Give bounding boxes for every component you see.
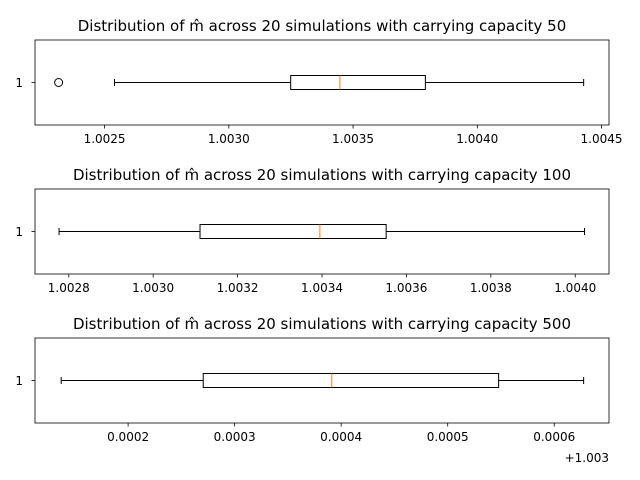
y-tick-label: 1 — [15, 374, 23, 388]
chart-title: Distribution of m̂ across 20 simulations… — [73, 166, 571, 184]
x-offset-label: +1.003 — [565, 451, 609, 465]
x-tick-label: 1.0045 — [581, 132, 623, 146]
iqr-box — [199, 224, 387, 239]
y-tick-label: 1 — [15, 225, 23, 239]
x-tick-label: 1.0030 — [208, 132, 250, 146]
subplot-capacity-100: Distribution of m̂ across 20 simulations… — [15, 166, 610, 295]
x-tick-label: 1.0040 — [554, 281, 596, 295]
x-tick-label: 1.0035 — [332, 132, 374, 146]
subplot-capacity-500: Distribution of m̂ across 20 simulations… — [15, 315, 610, 465]
chart-title: Distribution of m̂ across 20 simulations… — [78, 17, 567, 35]
x-tick-label: 1.0040 — [456, 132, 498, 146]
iqr-box — [290, 75, 426, 90]
iqr-box — [202, 373, 500, 388]
x-tick-label: 1.0038 — [470, 281, 512, 295]
x-tick-label: 1.0036 — [385, 281, 427, 295]
x-tick-label: 1.0030 — [132, 281, 174, 295]
x-tick-label: 1.0025 — [84, 132, 126, 146]
subplot-capacity-50: Distribution of m̂ across 20 simulations… — [15, 17, 622, 146]
x-tick-label: 0.0002 — [107, 430, 149, 444]
x-tick-label: 0.0003 — [214, 430, 256, 444]
x-tick-label: 0.0005 — [427, 430, 469, 444]
x-tick-label: 0.0004 — [320, 430, 362, 444]
y-tick-label: 1 — [15, 76, 23, 90]
x-tick-label: 1.0034 — [301, 281, 343, 295]
chart-title: Distribution of m̂ across 20 simulations… — [73, 315, 571, 333]
x-tick-label: 1.0028 — [48, 281, 90, 295]
x-tick-label: 0.0006 — [533, 430, 575, 444]
x-tick-label: 1.0032 — [217, 281, 259, 295]
outlier-point — [54, 78, 64, 87]
